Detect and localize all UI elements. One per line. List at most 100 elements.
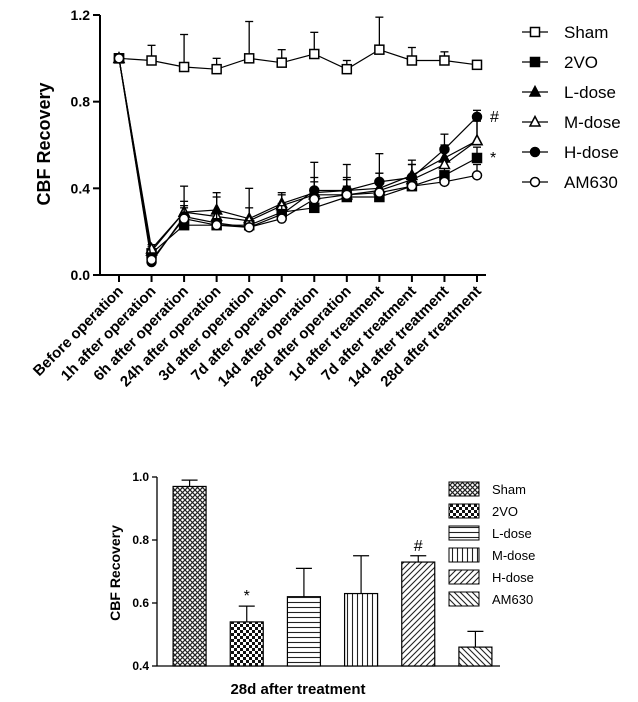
line-chart-y-tick-label: 0.8 (71, 94, 91, 110)
bar-chart-y-axis-label: CBF Recovery (107, 525, 123, 621)
data-point-sham (276, 57, 287, 68)
bar-chart-y-tick-label: 0.6 (132, 596, 149, 610)
legend-marker (529, 26, 541, 38)
series-sham (113, 16, 483, 75)
bar-chart-x-axis-label: 28d after treatment (230, 681, 365, 698)
legend-label: M-dose (492, 548, 535, 563)
data-point-am630 (276, 213, 287, 224)
bar-chart-annotations: *# (244, 538, 423, 605)
data-point-am630 (374, 187, 385, 198)
data-point-am630 (439, 176, 450, 188)
data-point-sham (211, 63, 222, 75)
data-point-m-dose (438, 157, 451, 170)
legend-label: M-dose (564, 113, 621, 132)
data-point-am630 (341, 189, 353, 201)
line-chart-axes (99, 15, 486, 276)
series-line-m-dose (118, 58, 478, 251)
series-m-dose (112, 51, 484, 254)
data-point-sham (406, 55, 418, 66)
bar-am630-rect (458, 646, 493, 667)
bar-m-dose-rect (343, 592, 379, 667)
bar-chart-axes (156, 477, 500, 667)
legend-item-am630: AM630 (448, 591, 533, 607)
legend-label: H-dose (564, 143, 619, 162)
line-chart-y-ticks: 0.0 0.4 0.8 1.2 (71, 7, 100, 283)
legend-label: 2VO (492, 504, 518, 519)
data-point-am630 (406, 180, 418, 192)
data-point-am630 (309, 193, 320, 205)
series-h-dose (113, 53, 483, 268)
bar-chart-y-ticks: 0.4 0.6 0.8 1.0 (132, 470, 157, 673)
legend-item-l-dose: L-dose (522, 83, 616, 102)
annotation-hash: # (414, 538, 423, 555)
annotation-hash: # (490, 109, 499, 126)
legend-item-h-dose: H-dose (448, 569, 534, 585)
line-chart-legend: Sham 2VO L-dose M-dose H-dose AM630 (522, 23, 621, 192)
series-am630 (113, 53, 483, 266)
legend-label: Sham (564, 23, 608, 42)
bar-m-dose (343, 555, 379, 667)
line-chart: 0.0 0.4 0.8 1.2 CBF Recovery Before operati… (30, 7, 621, 390)
data-point-m-dose (470, 133, 484, 146)
line-chart-y-tick-label: 0.0 (71, 267, 91, 283)
legend-swatch (448, 503, 480, 519)
data-point-am630 (146, 254, 157, 266)
line-chart-y-axis-label: CBF Recovery (34, 82, 54, 205)
legend-marker (528, 114, 542, 127)
legend-item-m-dose: M-dose (522, 113, 621, 132)
legend-swatch (448, 481, 480, 497)
series-line-l-dose (118, 58, 478, 253)
bar-chart-bars (172, 479, 493, 667)
bar-2vo (229, 605, 264, 667)
data-point-2vo (309, 202, 320, 214)
bar-l-dose-rect (286, 596, 322, 667)
legend-item-2vo: 2VO (522, 53, 598, 72)
bar-h-dose-rect (401, 561, 436, 667)
data-point-sham (243, 53, 255, 64)
data-point-sham (178, 61, 190, 73)
data-point-am630 (113, 53, 125, 64)
legend-marker (529, 176, 541, 188)
legend-label: 2VO (564, 53, 598, 72)
series-l-dose (112, 51, 484, 256)
series-2vo (113, 53, 483, 259)
data-point-sham (146, 55, 157, 66)
data-point-am630 (211, 219, 222, 231)
legend-swatch (448, 591, 480, 607)
bar-h-dose (401, 555, 436, 667)
data-point-h-dose (439, 144, 450, 155)
series-line-am630 (118, 58, 478, 262)
legend-label: L-dose (492, 526, 532, 541)
legend-marker (529, 146, 541, 158)
legend-label: Sham (492, 482, 526, 497)
bar-sham-rect (172, 485, 207, 667)
data-point-h-dose (471, 111, 483, 123)
legend-swatch (448, 547, 480, 563)
legend-label: H-dose (492, 570, 534, 585)
line-chart-y-tick-label: 0.4 (71, 180, 91, 196)
data-point-sham (374, 44, 385, 55)
line-chart-series (112, 16, 484, 268)
bar-sham (172, 479, 207, 667)
legend-item-sham: Sham (448, 481, 526, 497)
legend-item-am630: AM630 (522, 173, 618, 192)
line-chart-y-tick-label: 1.2 (71, 7, 91, 23)
legend-label: AM630 (492, 592, 533, 607)
legend-item-m-dose: M-dose (448, 547, 535, 563)
series-line-sham (118, 49, 478, 70)
data-point-am630 (178, 213, 190, 224)
legend-swatch (448, 525, 480, 541)
bar-chart-y-tick-label: 0.4 (132, 659, 149, 673)
legend-marker (528, 84, 542, 97)
legend-item-sham: Sham (522, 23, 608, 42)
data-point-sham (309, 48, 320, 60)
legend-label: AM630 (564, 173, 618, 192)
bar-chart-y-tick-label: 1.0 (132, 470, 149, 484)
bar-l-dose (286, 567, 322, 667)
bar-am630 (458, 630, 493, 667)
bar-chart-y-tick-label: 0.8 (132, 533, 149, 547)
bar-2vo-rect (229, 621, 264, 667)
data-point-am630 (471, 170, 483, 181)
line-chart-annotations: #* (490, 109, 499, 167)
